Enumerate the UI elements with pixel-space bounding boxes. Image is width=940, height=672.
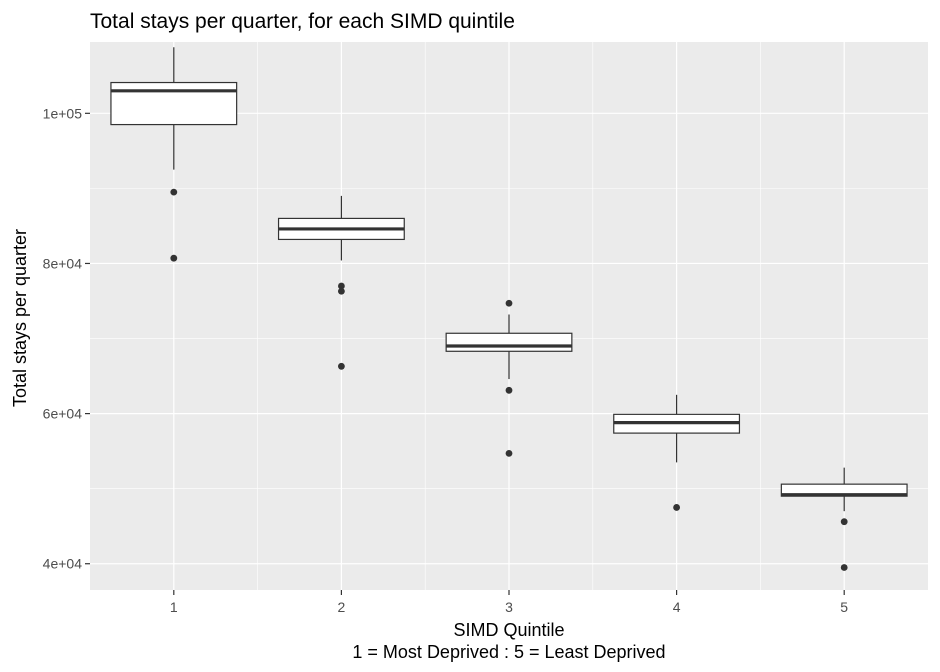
box-3 [445,299,573,457]
outlier-point [505,299,513,307]
y-tick-label: 8e+04 [43,255,83,271]
boxes [110,47,908,571]
outlier-point [170,188,178,196]
x-axis-subtitle: 1 = Most Deprived : 5 = Least Deprived [352,642,665,662]
box-4 [613,394,741,511]
outlier-point [840,518,848,526]
outlier-point [170,254,178,262]
outlier-point [338,362,345,370]
box-body [110,81,238,126]
outlier-point [338,282,345,290]
x-tick-label: 5 [840,599,848,615]
box-body [445,332,573,352]
box-1 [110,47,238,262]
y-axis: 4e+04 6e+04 8e+04 1e+05 [43,105,90,572]
x-axis-title: SIMD Quintile [453,620,564,640]
chart-title: Total stays per quarter, for each SIMD q… [90,10,515,33]
y-tick-label: 6e+04 [43,406,83,422]
box-5 [780,467,908,571]
y-axis-title: Total stays per quarter [10,229,30,407]
x-tick-label: 4 [673,599,681,615]
x-tick-label: 1 [170,599,178,615]
y-tick-label: 4e+04 [43,556,83,572]
x-tick-label: 2 [338,599,346,615]
outlier-point [338,287,345,295]
x-tick-label: 3 [505,599,513,615]
outlier-point [840,564,848,571]
x-axis: 1 2 3 4 5 [170,590,848,615]
y-tick-label: 1e+05 [43,105,83,121]
outlier-point [505,449,513,457]
box-2 [277,195,405,370]
outlier-point [673,504,680,511]
outlier-point [505,386,513,394]
